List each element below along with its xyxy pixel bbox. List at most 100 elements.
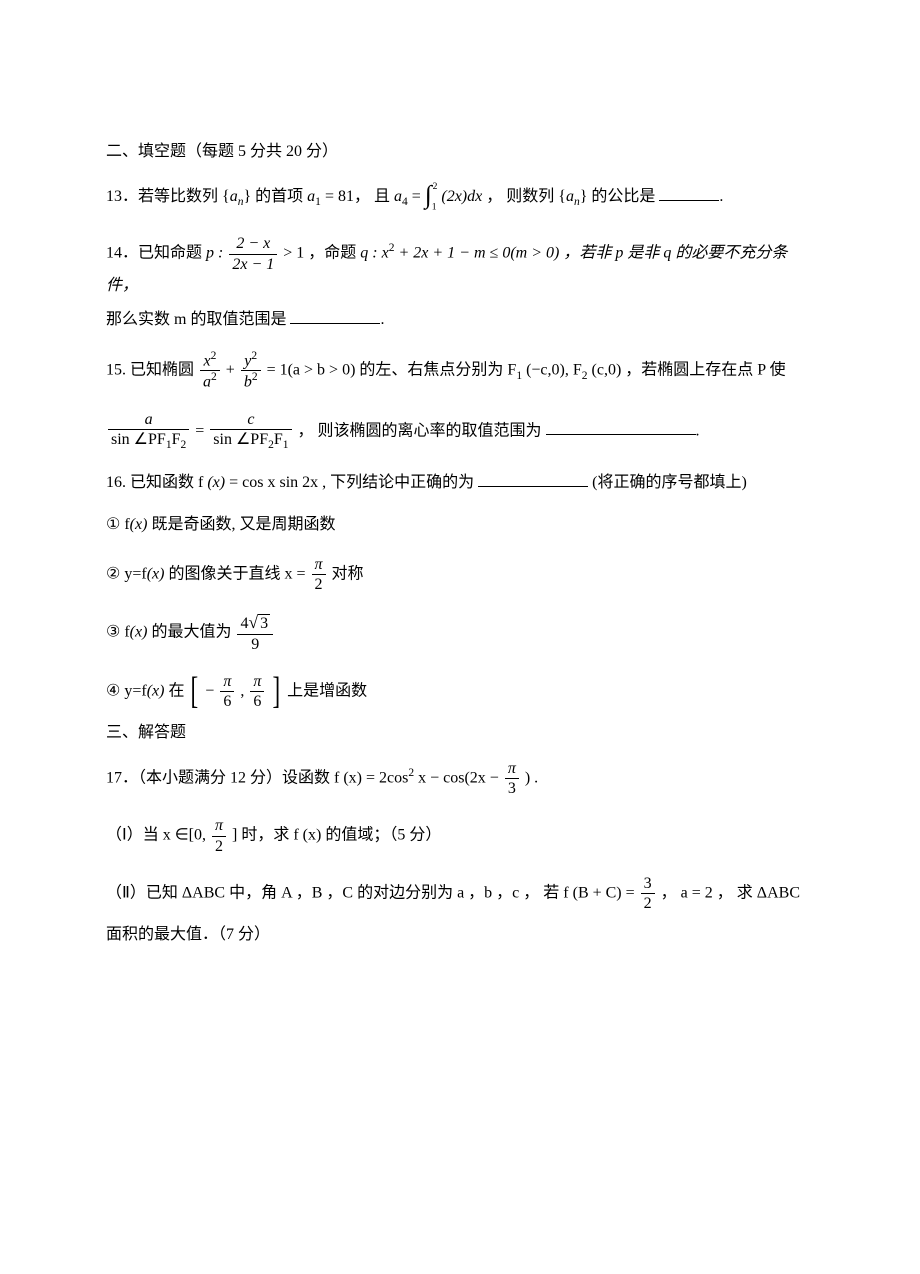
q17-line1: 17．（本小题满分 12 分）设函数 f (x) = 2cos2 x − cos… [106, 759, 814, 798]
q14-blank [290, 308, 380, 324]
paren3: (x) [130, 624, 148, 641]
q15-eq: = [195, 422, 208, 439]
q13-blank [659, 185, 719, 201]
q15-s2: 2 [582, 370, 588, 382]
q16-line1: 16. 已知函数 f (x) = cos x sin 2x , 下列结论中正确的… [106, 471, 814, 495]
den: 2 [312, 575, 326, 594]
q14-l2: 那么实数 m 的取值范围是 [106, 311, 286, 328]
q13: 13．若等比数列 {an} 的首项 a1 = 81， 且 a4 = ∫12 (2… [106, 178, 814, 216]
q15-lhs-den: sin ∠PF1F2 [108, 430, 189, 453]
q17-p2-l2: 面积的最大值．（7 分） [106, 923, 814, 947]
q16-paren: (x) [207, 474, 225, 491]
q16-pre: 16. 已知函数 f [106, 474, 207, 491]
q17-p1-frac: π 2 [212, 816, 226, 855]
q15-xnum: x2 [200, 350, 220, 372]
num: π [250, 672, 264, 692]
q15-s1: 1 [516, 370, 522, 382]
q16-opt1b: 既是奇函数, 又是周期函数 [151, 516, 335, 533]
q15-line2: a sin ∠PF1F2 = c sin ∠PF2F1 ， 则该椭圆的离心率的取… [106, 410, 814, 453]
q14-den: 2x − 1 [229, 255, 277, 274]
num: π [220, 672, 234, 692]
sq: 2 [211, 371, 217, 383]
den: 3 [505, 779, 519, 798]
q13-eq81: = 81， 且 [325, 188, 390, 205]
paren1: (x) [130, 516, 148, 533]
q13-mid1: 的首项 [255, 188, 303, 205]
q16-opt2a: ② y=f [106, 565, 147, 582]
q14-num: 2 − x [229, 234, 277, 254]
q16-opt2b: 的图像关于直线 x = [168, 565, 309, 582]
q15-bden: b2 [241, 371, 261, 392]
q13-pre: 13．若等比数列 [106, 188, 218, 205]
q13-intbody: (2x)dx [441, 188, 482, 205]
q17-p2a: （Ⅱ）已知 ΔABC 中，角 A ，B ，C 的对边分别为 a ，b ，c ， … [106, 884, 639, 901]
q13-a4-sub: 4 [402, 196, 408, 208]
brace-l: { [222, 188, 230, 205]
num: 4√3 [237, 612, 273, 634]
sin-pf: sin ∠PF [111, 431, 166, 448]
q16-opt2-frac: π 2 [312, 555, 326, 594]
q17-p2c: 面积的最大值．（7 分） [106, 926, 270, 943]
q17-p2b: ， a = 2 ， 求 ΔABC [661, 884, 800, 901]
q16-opt1a: ① f [106, 516, 130, 533]
q13-a4: a [394, 188, 402, 205]
q13-mid2: ， 则数列 [486, 188, 554, 205]
q15-mid2: ， 则该椭圆的离心率的取值范围为 [298, 422, 542, 439]
q15-lhs-num: a [108, 410, 189, 430]
q16-opt4: ④ y=f(x) 在 [ − π 6 , π 6 ] 上是增函数 [106, 672, 814, 711]
den: 9 [237, 635, 273, 654]
int-lb: 1 [432, 202, 437, 213]
s1b: 1 [283, 439, 289, 451]
sq: 2 [211, 350, 217, 362]
brace-r: } [243, 188, 251, 205]
brace-l2: { [558, 188, 566, 205]
brace-r2: } [580, 188, 588, 205]
q13-a2: a [566, 188, 574, 205]
sq: 2 [251, 350, 257, 362]
q15-aden: a2 [200, 371, 220, 392]
q15-eq1: = 1(a > b > 0) 的左、右焦点分别为 F [267, 361, 517, 378]
q17-frac: π 3 [505, 759, 519, 798]
q17-p1: （Ⅰ）当 x ∈[0, π 2 ] 时，求 f (x) 的值域；（5 分） [106, 816, 814, 855]
q17-mid: x − cos(2x − [418, 769, 503, 786]
q16-opt4c: 上是增函数 [287, 682, 367, 699]
q16-opt3b: 的最大值为 [151, 624, 231, 641]
radical-icon: √ [248, 612, 258, 632]
q13-tail: 的公比是 [591, 188, 655, 205]
q14-line1: 14．已知命题 p : 2 − x 2x − 1 > 1 ，命题 q : x2 … [106, 234, 814, 297]
q16-def: = cos x sin 2x , 下列结论中正确的为 [229, 474, 474, 491]
sq: 2 [252, 371, 258, 383]
sqrt3: 3 [258, 614, 270, 632]
q14-pre: 14．已知命题 [106, 245, 202, 262]
q14-q: q : x [360, 245, 388, 262]
q16-opt4b: 在 [168, 682, 184, 699]
q16-opt1: ① f(x) 既是奇函数, 又是周期函数 [106, 513, 814, 537]
comma: , [240, 682, 248, 699]
den: 2 [212, 837, 226, 856]
q16-opt4a: ④ y=f [106, 682, 147, 699]
q13-eq: = [412, 188, 425, 205]
q17-p2-l1: （Ⅱ）已知 ΔABC 中，角 A ，B ，C 的对边分别为 a ，b ，c ， … [106, 874, 814, 913]
q15-pre: 15. 已知椭圆 [106, 361, 198, 378]
q16-opt4-frac2: π 6 [250, 672, 264, 711]
right-bracket-icon: ] [273, 675, 281, 708]
q16-tail: (将正确的序号都填上) [592, 474, 747, 491]
q15-f2c: (c,0) ，若椭圆上存在点 P 使 [592, 361, 786, 378]
section-answer-title: 三、解答题 [106, 721, 814, 745]
den: 6 [250, 692, 264, 711]
q17-p1b: ] 时，求 f (x) 的值域；（5 分） [232, 827, 441, 844]
neg: − [205, 682, 218, 699]
q15-frac1: x2 a2 [200, 350, 220, 392]
q17-p1a: （Ⅰ）当 x ∈[0, [106, 827, 210, 844]
f2: F [274, 431, 283, 448]
integral-icon: ∫ [425, 176, 432, 214]
q16-opt2c: 对称 [332, 565, 364, 582]
section-fill-blank-title: 二、填空题（每题 5 分共 20 分） [106, 140, 814, 164]
q16-opt3: ③ f(x) 的最大值为 4√3 9 [106, 612, 814, 653]
a: a [203, 374, 211, 391]
paren2: (x) [147, 565, 165, 582]
int-ub: 2 [433, 181, 438, 192]
q15-plus: + [226, 361, 239, 378]
sin-pf2: sin ∠PF [213, 431, 268, 448]
q14-p: p : [206, 245, 227, 262]
